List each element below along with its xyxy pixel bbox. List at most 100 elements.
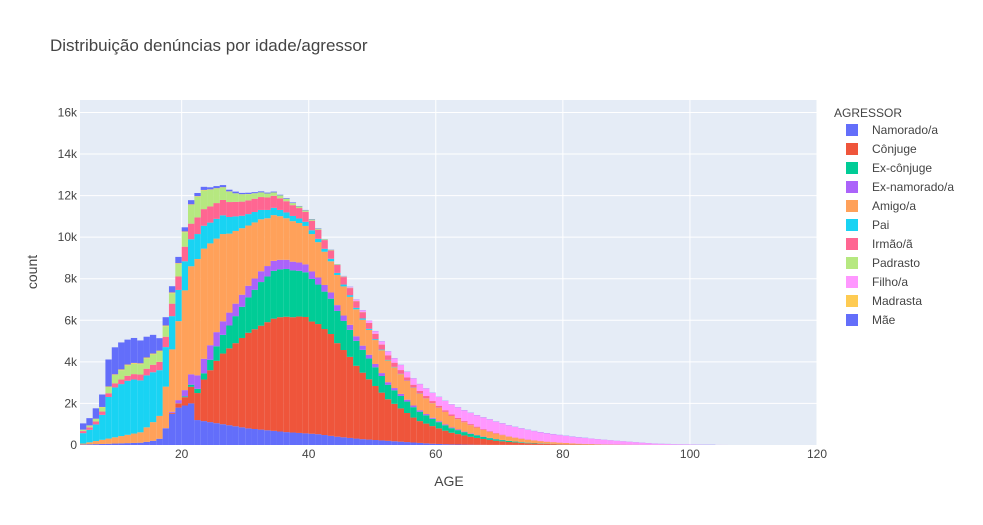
bar-segment[interactable] [378, 376, 385, 393]
bar-segment[interactable] [346, 286, 354, 288]
bar-segment[interactable] [372, 440, 379, 445]
bar-segment[interactable] [156, 438, 163, 445]
bar-segment[interactable] [175, 403, 182, 408]
bar-segment[interactable] [365, 439, 373, 445]
bar-segment[interactable] [289, 215, 297, 222]
bar-segment[interactable] [575, 443, 582, 445]
bar-segment[interactable] [264, 197, 271, 210]
bar-segment[interactable] [423, 443, 430, 445]
bar-segment[interactable] [175, 321, 182, 401]
bar-segment[interactable] [270, 260, 277, 271]
bar-segment[interactable] [276, 431, 284, 445]
bar-segment[interactable] [321, 248, 328, 252]
series-6[interactable] [80, 195, 608, 445]
bar-segment[interactable] [442, 444, 449, 445]
bar-segment[interactable] [296, 223, 303, 263]
bar-segment[interactable] [219, 321, 227, 335]
bar-segment[interactable] [257, 282, 265, 326]
bar-segment[interactable] [213, 360, 220, 424]
bar-segment[interactable] [80, 423, 87, 430]
bars[interactable] [80, 185, 729, 445]
bar-segment[interactable] [346, 437, 354, 445]
bar-segment[interactable] [391, 388, 398, 391]
bar-segment[interactable] [397, 370, 405, 374]
bar-segment[interactable] [92, 441, 100, 445]
bar-segment[interactable] [289, 221, 297, 262]
bar-segment[interactable] [207, 206, 214, 223]
bar-segment[interactable] [467, 425, 474, 434]
bar-segment[interactable] [124, 339, 131, 365]
bar-segment[interactable] [423, 414, 430, 416]
bar-segment[interactable] [194, 196, 201, 218]
bar-segment[interactable] [137, 340, 144, 364]
bar-segment[interactable] [105, 359, 112, 387]
bar-segment[interactable] [130, 337, 138, 363]
bar-segment[interactable] [537, 432, 544, 442]
bar-segment[interactable] [423, 423, 430, 444]
bar-segment[interactable] [454, 434, 462, 445]
bar-segment[interactable] [156, 415, 163, 439]
bar-segment[interactable] [556, 442, 563, 445]
bar-segment[interactable] [194, 196, 201, 197]
bar-segment[interactable] [207, 359, 214, 371]
bar-segment[interactable] [531, 431, 538, 441]
bar-segment[interactable] [270, 215, 277, 261]
bar-segment[interactable] [86, 427, 93, 430]
bar-segment[interactable] [118, 379, 125, 385]
bar-segment[interactable] [105, 393, 112, 397]
bar-segment[interactable] [143, 357, 150, 359]
bar-segment[interactable] [346, 296, 354, 325]
legend-item[interactable]: Namorado/a [846, 123, 938, 137]
bar-segment[interactable] [283, 198, 290, 202]
bar-segment[interactable] [188, 204, 195, 224]
bar-segment[interactable] [524, 443, 532, 445]
bar-segment[interactable] [296, 206, 303, 209]
bar-segment[interactable] [353, 365, 360, 439]
bar-segment[interactable] [537, 441, 544, 444]
bar-segment[interactable] [359, 439, 366, 445]
bar-segment[interactable] [378, 349, 385, 351]
bar-segment[interactable] [372, 339, 379, 341]
bar-segment[interactable] [168, 293, 176, 304]
bar-segment[interactable] [454, 430, 462, 435]
bar-segment[interactable] [429, 403, 436, 418]
bar-segment[interactable] [162, 325, 169, 327]
bar-segment[interactable] [562, 435, 570, 443]
bar-segment[interactable] [213, 218, 220, 239]
bar-segment[interactable] [226, 189, 233, 192]
bar-segment[interactable] [270, 191, 277, 193]
bar-segment[interactable] [556, 444, 563, 445]
bar-segment[interactable] [524, 439, 532, 443]
legend-item[interactable]: Filho/a [846, 275, 908, 289]
bar-segment[interactable] [473, 437, 481, 445]
bar-segment[interactable] [359, 319, 366, 346]
bar-segment[interactable] [391, 403, 398, 442]
bar-segment[interactable] [556, 435, 563, 443]
bar-segment[interactable] [175, 400, 182, 404]
bar-segment[interactable] [473, 426, 481, 428]
bar-segment[interactable] [353, 309, 360, 337]
bar-segment[interactable] [442, 411, 449, 425]
bar-segment[interactable] [416, 411, 424, 422]
bar-segment[interactable] [124, 364, 131, 366]
bar-segment[interactable] [302, 210, 309, 212]
bar-segment[interactable] [486, 438, 493, 440]
bar-segment[interactable] [321, 329, 328, 436]
bar-segment[interactable] [372, 333, 379, 340]
bar-segment[interactable] [543, 443, 551, 445]
bar-segment[interactable] [162, 336, 169, 348]
bar-segment[interactable] [143, 358, 150, 369]
bar-segment[interactable] [372, 363, 379, 368]
bar-segment[interactable] [137, 374, 144, 381]
bar-segment[interactable] [232, 426, 239, 445]
bar-segment[interactable] [270, 430, 277, 445]
bar-segment[interactable] [505, 440, 513, 442]
bar-segment[interactable] [378, 350, 385, 374]
bar-segment[interactable] [391, 390, 398, 404]
bar-segment[interactable] [410, 378, 417, 385]
bar-segment[interactable] [149, 440, 157, 445]
bar-segment[interactable] [404, 442, 411, 445]
bar-segment[interactable] [105, 387, 112, 394]
series-8[interactable] [340, 276, 729, 445]
bar-segment[interactable] [461, 410, 468, 422]
